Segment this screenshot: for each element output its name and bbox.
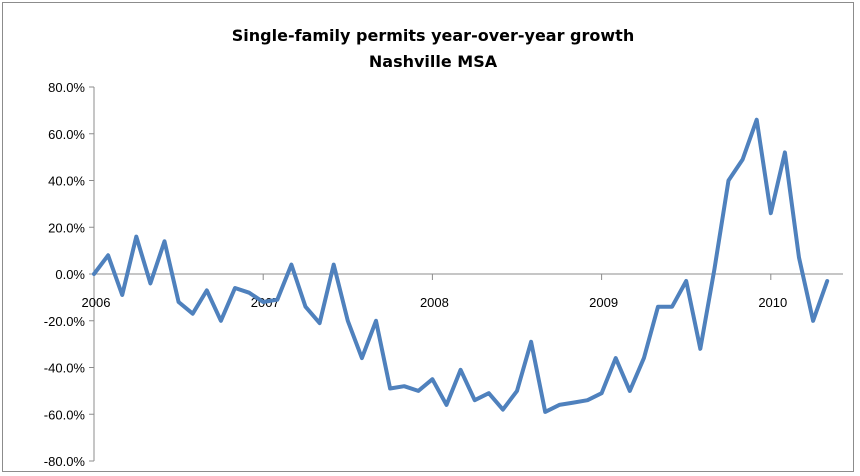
y-tick-label: 20.0% xyxy=(48,220,85,235)
line-chart: Single-family permits year-over-year gro… xyxy=(44,26,843,469)
series-layer xyxy=(92,117,830,414)
chart-subtitle: Nashville MSA xyxy=(369,52,498,71)
x-tick-label: 2009 xyxy=(589,295,618,310)
axes xyxy=(93,87,843,461)
y-tick-label: 40.0% xyxy=(48,174,85,189)
y-tick-label: -40.0% xyxy=(44,361,86,376)
series-line xyxy=(92,117,830,414)
x-tick-label: 2010 xyxy=(758,295,787,310)
y-axis-ticks: 80.0% 60.0% 40.0% 20.0% 0.0% -20.0% -40.0% -60.… xyxy=(44,80,94,469)
y-tick-label: -80.0% xyxy=(44,454,86,469)
chart-title: Single-family permits year-over-year gro… xyxy=(232,26,634,45)
y-tick-label: 80.0% xyxy=(48,80,85,95)
y-tick-label: 0.0% xyxy=(55,267,85,282)
y-tick-label: -60.0% xyxy=(44,407,86,422)
chart-frame: Single-family permits year-over-year gro… xyxy=(2,2,854,472)
x-tick-label: 2006 xyxy=(82,295,111,310)
y-tick-label: 60.0% xyxy=(48,127,85,142)
y-tick-label: -20.0% xyxy=(44,314,86,329)
x-tick-label: 2008 xyxy=(420,295,449,310)
